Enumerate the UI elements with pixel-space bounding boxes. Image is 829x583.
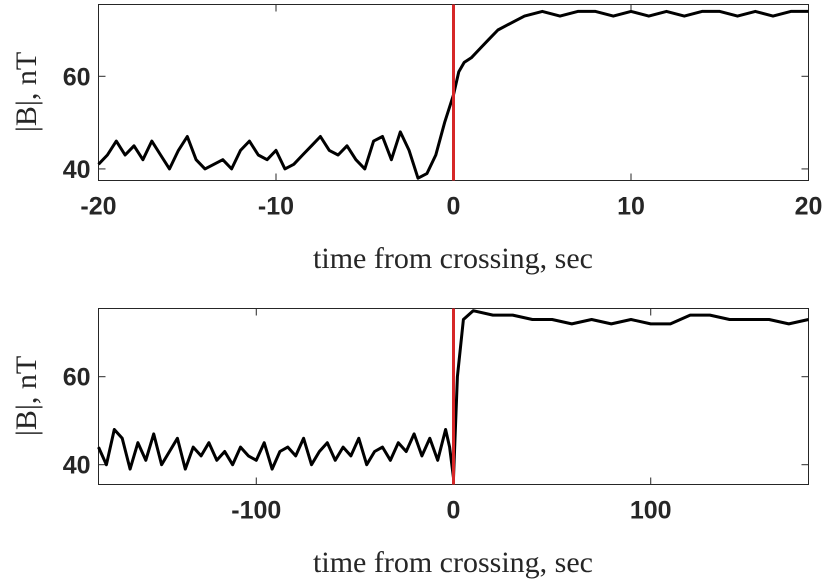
bottom-x-tick-label: 0 <box>447 497 461 525</box>
top-y-tick-label: 60 <box>63 63 91 91</box>
top-y-tick-label: 40 <box>63 156 91 184</box>
bottom-y-tick-labels: 40 60 <box>63 364 91 480</box>
top-x-axis-label: time from crossing, sec <box>313 242 593 275</box>
bottom-panel: -100 0 100 40 60 time from crossing, sec |B… <box>10 308 809 579</box>
bottom-series-line <box>97 309 809 480</box>
bottom-x-tick-label: -100 <box>231 497 281 525</box>
top-x-tick-label: 10 <box>617 193 645 221</box>
top-y-axis-label: |B|, nT <box>10 52 43 132</box>
top-x-tick-label: 0 <box>447 193 461 221</box>
bottom-y-tick-label: 40 <box>63 452 91 480</box>
bottom-y-tick-label: 60 <box>63 364 91 392</box>
top-series-line <box>97 9 809 180</box>
bottom-y-axis-label: |B|, nT <box>10 356 43 436</box>
top-panel: -20 -10 0 10 20 40 60 time from crossing, sec… <box>10 4 822 275</box>
top-y-tick-labels: 40 60 <box>63 63 91 184</box>
bottom-x-tick-labels: -100 0 100 <box>231 497 671 525</box>
bottom-x-tick-label: 100 <box>630 497 672 525</box>
top-x-tick-label: -20 <box>80 193 116 221</box>
top-x-tick-label: -10 <box>258 193 294 221</box>
top-x-tick-label: 20 <box>795 193 823 221</box>
bottom-x-axis-label: time from crossing, sec <box>313 546 593 579</box>
top-x-tick-labels: -20 -10 0 10 20 <box>80 193 822 221</box>
